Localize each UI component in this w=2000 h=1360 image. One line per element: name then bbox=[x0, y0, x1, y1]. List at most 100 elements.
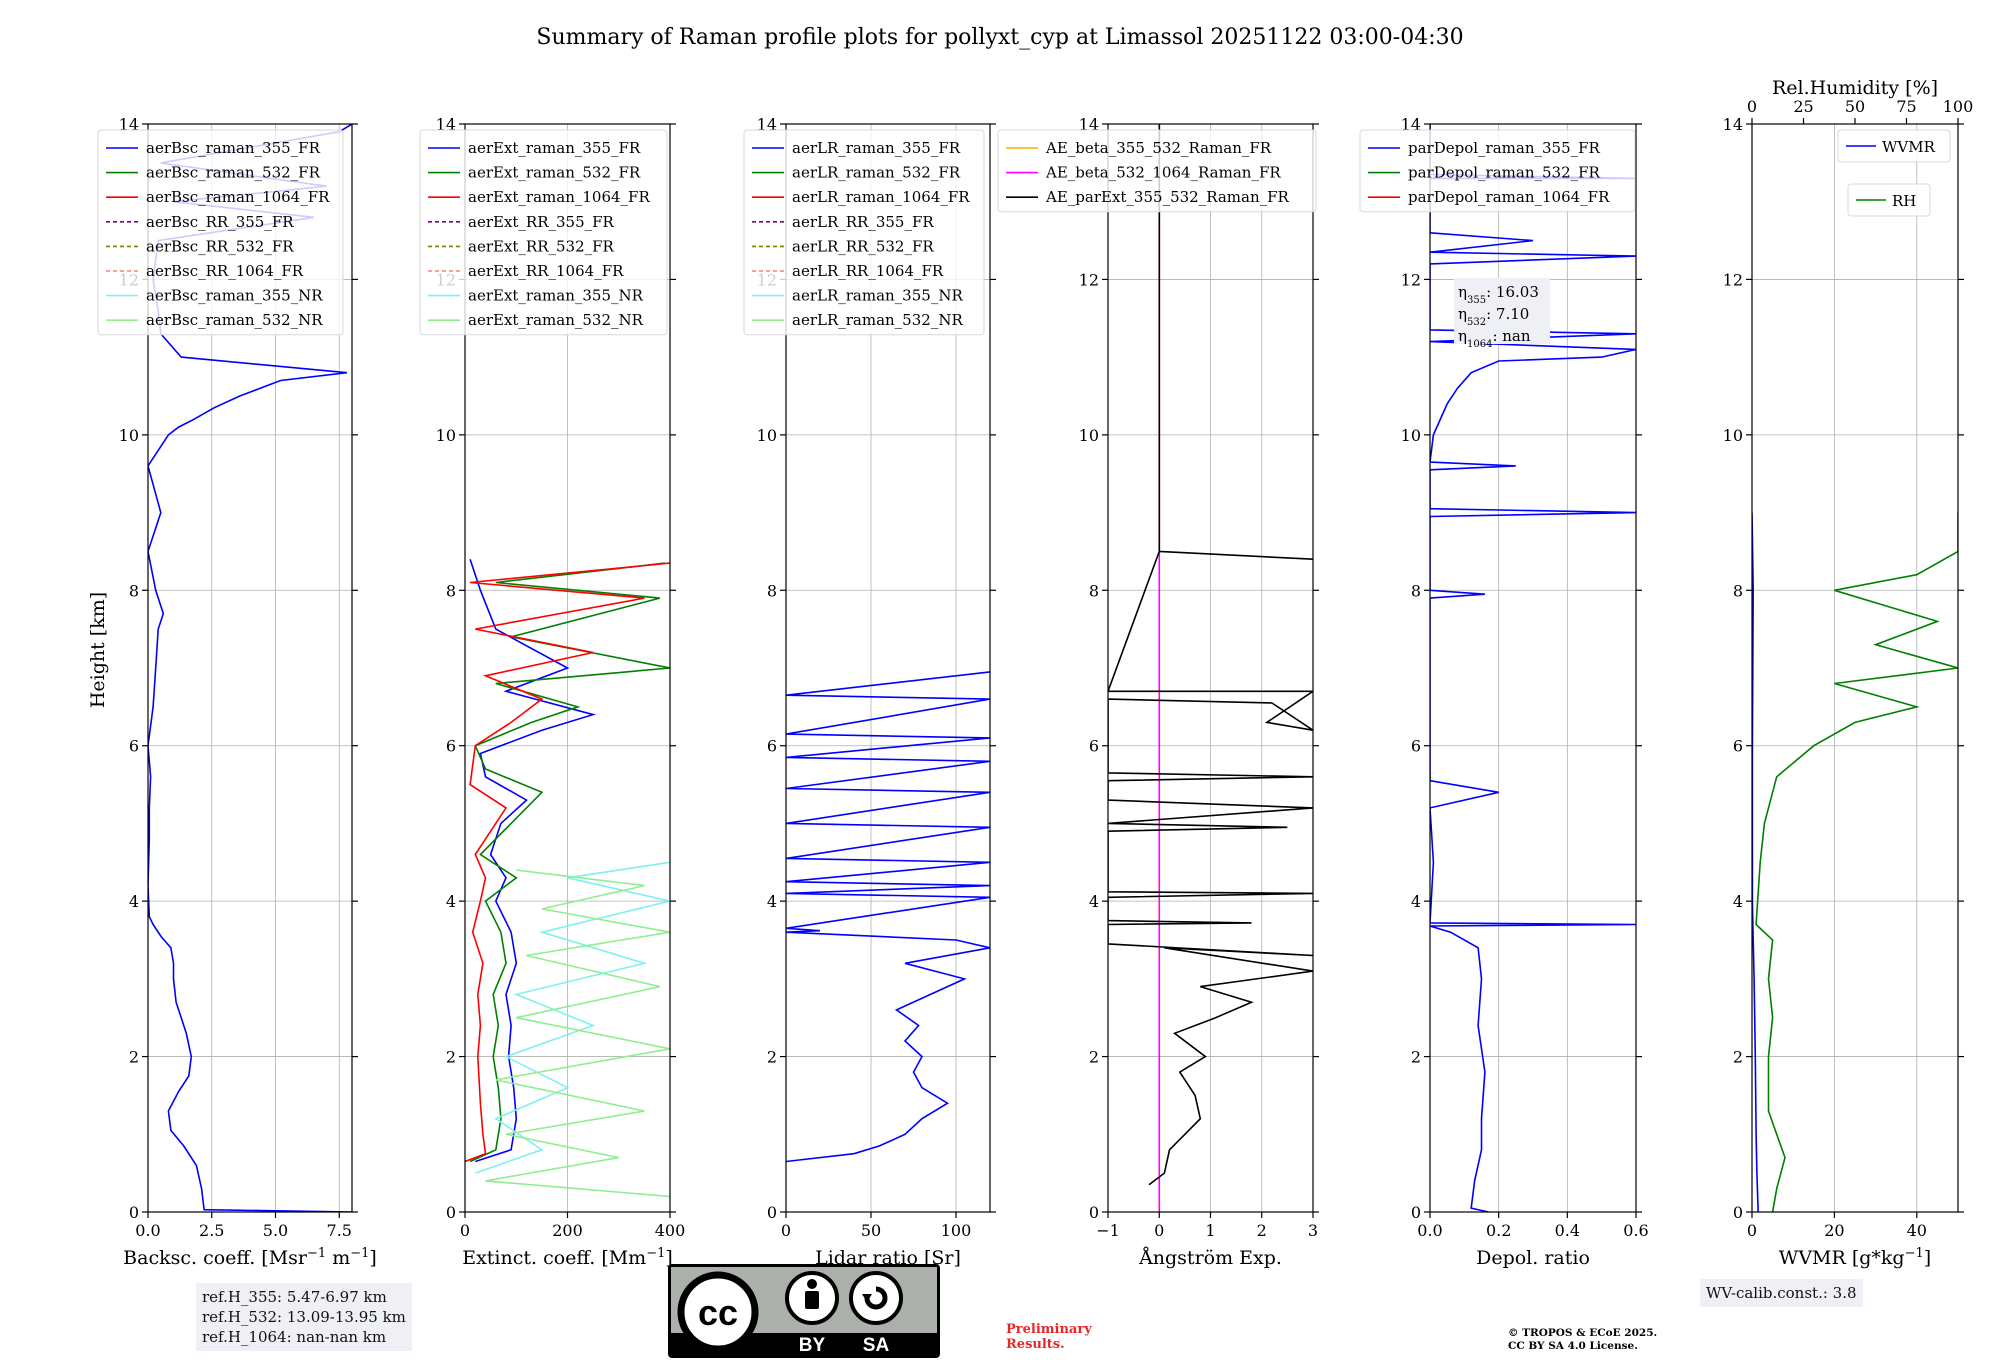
cc-icon bbox=[677, 1271, 759, 1353]
series-group bbox=[1430, 124, 1636, 1212]
y-tick-label: 6 bbox=[1089, 737, 1099, 756]
legend-label: AE_beta_355_532_Raman_FR bbox=[1045, 139, 1272, 157]
series-line bbox=[1108, 124, 1313, 1186]
y-tick-label: 10 bbox=[1401, 426, 1421, 445]
x-tick-label: −1 bbox=[1096, 1221, 1120, 1240]
panel-depol: 0 2 4 6 8 10 12 14 0.0 0.2 0.4 0.6 Depol. ratio parDe… bbox=[1359, 115, 1649, 1269]
x-tick-label: 1 bbox=[1205, 1221, 1215, 1240]
top-x-tick-label: 0 bbox=[1747, 97, 1757, 116]
legend-label: aerExt_raman_532_FR bbox=[468, 164, 641, 182]
y-tick-label: 0 bbox=[1733, 1203, 1743, 1222]
y-tick-label: 0 bbox=[1089, 1203, 1099, 1222]
y-tick-label: 10 bbox=[119, 426, 139, 445]
legend-label: aerLR_RR_355_FR bbox=[792, 213, 934, 231]
x-tick-label: 50 bbox=[861, 1221, 881, 1240]
legend-label: aerExt_RR_532_FR bbox=[468, 237, 615, 255]
x-tick-label: 0.2 bbox=[1486, 1221, 1511, 1240]
y-tick-label: 4 bbox=[1733, 892, 1743, 911]
x-tick-label: 0 bbox=[781, 1221, 791, 1240]
y-tick-label: 10 bbox=[1079, 426, 1099, 445]
legend-label: AE_beta_532_1064_Raman_FR bbox=[1045, 164, 1281, 182]
y-tick-label: 14 bbox=[757, 115, 777, 134]
top-x-tick-label: 50 bbox=[1845, 97, 1865, 116]
x-axis-label: Lidar ratio [Sr] bbox=[815, 1247, 961, 1269]
y-tick-label: 8 bbox=[767, 581, 777, 600]
legend-label: aerExt_RR_355_FR bbox=[468, 213, 615, 231]
x-tick-label: 5.0 bbox=[263, 1221, 288, 1240]
top-x-tick-label: 100 bbox=[1943, 97, 1974, 116]
x-axis-label: Extinct. coeff. [Mm−1] bbox=[462, 1246, 673, 1270]
preliminary-note: Preliminary Results. bbox=[1006, 1322, 1092, 1352]
legend-label: aerExt_raman_355_FR bbox=[468, 139, 641, 157]
series-line bbox=[485, 869, 670, 1198]
y-tick-label: 0 bbox=[1411, 1203, 1421, 1222]
legend-label: aerBsc_raman_532_FR bbox=[146, 164, 321, 182]
y-tick-label: 8 bbox=[129, 581, 139, 600]
preliminary-line-1: Preliminary bbox=[1006, 1322, 1092, 1337]
sa-icon bbox=[849, 1271, 903, 1325]
legend-label: aerLR_raman_532_NR bbox=[792, 311, 963, 329]
series-line bbox=[469, 562, 670, 1163]
x-axis-label: WVMR [g*kg−1] bbox=[1779, 1246, 1931, 1270]
x-axis-label: Backsc. coeff. [Msr−1 m−1] bbox=[123, 1246, 377, 1270]
legend-label: aerLR_raman_532_FR bbox=[792, 164, 961, 182]
legend-label: aerBsc_raman_1064_FR bbox=[146, 188, 330, 206]
y-tick-label: 0 bbox=[767, 1203, 777, 1222]
x-tick-label: 2 bbox=[1257, 1221, 1267, 1240]
series-line bbox=[1755, 512, 1958, 1212]
x-tick-label: 400 bbox=[655, 1221, 686, 1240]
legend-label: aerExt_RR_1064_FR bbox=[468, 262, 624, 280]
x-axis-label: Ångström Exp. bbox=[1138, 1247, 1282, 1269]
legend-label: aerLR_raman_355_FR bbox=[792, 139, 961, 157]
y-tick-label: 0 bbox=[129, 1203, 139, 1222]
axes-frame bbox=[147, 123, 353, 1213]
y-tick-label: 10 bbox=[436, 426, 456, 445]
ref-height-532: ref.H_532: 13.09-13.95 km bbox=[202, 1308, 406, 1326]
x-tick-label: 0.4 bbox=[1555, 1221, 1580, 1240]
reference-height-box: ref.H_355: 5.47-6.97 km ref.H_532: 13.09… bbox=[196, 1283, 412, 1351]
legend-frame bbox=[743, 129, 985, 336]
legend-label: aerLR_RR_1064_FR bbox=[792, 262, 944, 280]
legend-depol: parDepol_raman_355_FR parDepol_raman_532_… bbox=[1359, 129, 1636, 213]
legend-wvmr: WVMR bbox=[1837, 129, 1951, 163]
y-tick-label: 14 bbox=[436, 115, 456, 134]
series-group bbox=[465, 558, 670, 1198]
y-tick-label: 14 bbox=[1401, 115, 1421, 134]
y-tick-label: 12 bbox=[1401, 270, 1421, 289]
legend-label: aerBsc_RR_1064_FR bbox=[146, 262, 304, 280]
y-tick-label: 2 bbox=[1089, 1048, 1099, 1067]
legend-label: aerLR_RR_532_FR bbox=[792, 237, 934, 255]
axes-frame bbox=[1751, 123, 1959, 1213]
x-tick-label: 3 bbox=[1308, 1221, 1318, 1240]
y-tick-label: 6 bbox=[767, 737, 777, 756]
y-tick-label: 4 bbox=[1089, 892, 1099, 911]
legend-label: aerBsc_raman_355_NR bbox=[146, 287, 323, 305]
y-tick-label: 6 bbox=[446, 737, 456, 756]
x-tick-label: 100 bbox=[941, 1221, 972, 1240]
y-tick-label: 6 bbox=[1733, 737, 1743, 756]
legend-label: aerBsc_raman_355_FR bbox=[146, 139, 321, 157]
y-tick-label: 4 bbox=[767, 892, 777, 911]
y-tick-label: 6 bbox=[129, 737, 139, 756]
legend-label: RH bbox=[1892, 192, 1916, 210]
legend-lr: aerLR_raman_355_FR aerLR_raman_532_FR aerL… bbox=[743, 129, 985, 336]
preliminary-line-2: Results. bbox=[1006, 1337, 1065, 1352]
legend-label: aerExt_raman_355_NR bbox=[468, 287, 644, 305]
legend-label: aerBsc_raman_532_NR bbox=[146, 311, 323, 329]
legend-frame bbox=[419, 129, 668, 336]
legend-ext: aerExt_raman_355_FR aerExt_raman_532_FRae… bbox=[419, 129, 668, 336]
legend-frame bbox=[1847, 183, 1931, 217]
x-tick-label: 0 bbox=[1747, 1221, 1757, 1240]
top-x-tick-label: 25 bbox=[1793, 97, 1813, 116]
y-tick-label: 2 bbox=[1733, 1048, 1743, 1067]
y-tick-label: 8 bbox=[446, 581, 456, 600]
y-tick-label: 2 bbox=[446, 1048, 456, 1067]
legend-bsc: aerBsc_raman_355_FR aerBsc_raman_532_FRae… bbox=[97, 129, 344, 336]
legend-label: parDepol_raman_355_FR bbox=[1408, 139, 1601, 157]
x-tick-label: 0.0 bbox=[1417, 1221, 1442, 1240]
legend-frame bbox=[97, 129, 344, 336]
